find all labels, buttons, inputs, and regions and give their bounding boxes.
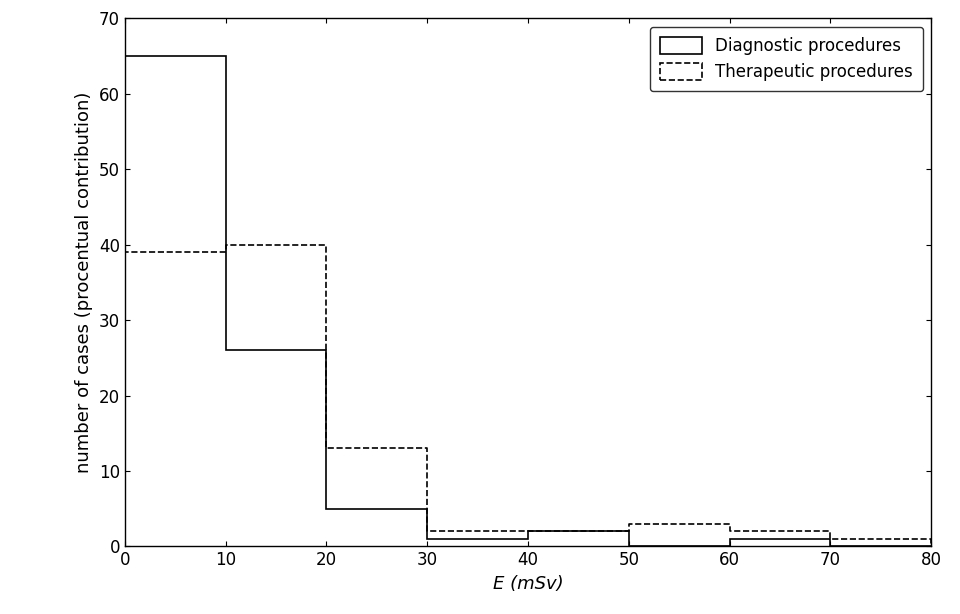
Legend: Diagnostic procedures, Therapeutic procedures: Diagnostic procedures, Therapeutic proce…	[650, 27, 923, 91]
Y-axis label: number of cases (procentual contribution): number of cases (procentual contribution…	[75, 91, 93, 473]
X-axis label: E (mSv): E (mSv)	[492, 575, 564, 593]
